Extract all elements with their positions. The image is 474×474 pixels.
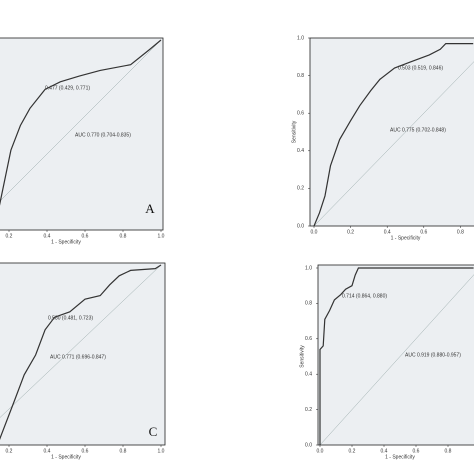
reference-diagonal bbox=[0, 39, 162, 202]
x-tick-label: 0.2 bbox=[6, 233, 13, 239]
x-tick-label: 0.4 bbox=[384, 229, 391, 235]
x-tick-label: 0.2 bbox=[6, 448, 13, 454]
x-tick-label: 0.8 bbox=[457, 229, 464, 235]
roc-curve bbox=[319, 267, 474, 445]
panel-letter: A bbox=[145, 201, 155, 216]
x-tick-label: 1.0 bbox=[158, 233, 165, 239]
y-tick-label: 1.0 bbox=[305, 265, 312, 271]
y-tick-label: 0.0 bbox=[297, 223, 304, 229]
y-tick-label: 0.4 bbox=[305, 372, 312, 378]
x-axis-title: 1 - Specificity bbox=[385, 454, 415, 460]
x-axis-title: 1 - Specificity bbox=[51, 239, 81, 245]
x-tick-label: 0.8 bbox=[120, 448, 127, 454]
x-tick-label: 0.0 bbox=[317, 448, 324, 454]
annotation: AUC 0.771 (0.696-0.847) bbox=[50, 354, 106, 360]
y-axis-title: Sensitivity bbox=[291, 120, 297, 143]
x-tick-label: 0.6 bbox=[413, 448, 420, 454]
x-tick-label: 0.4 bbox=[381, 448, 388, 454]
y-tick-label: 1.0 bbox=[297, 35, 304, 41]
roc-curve bbox=[0, 39, 162, 206]
roc-curve bbox=[313, 43, 474, 227]
annotation: 0.503 (0.519, 0.846) bbox=[398, 65, 443, 71]
reference-diagonal bbox=[0, 264, 162, 418]
x-axis-title: 1 - Specificity bbox=[391, 235, 421, 241]
annotation: AUC 0.919 (0.880-0.957) bbox=[405, 352, 461, 358]
reference-diagonal bbox=[319, 274, 474, 446]
plot-frame bbox=[0, 262, 166, 446]
y-tick-label: 0.6 bbox=[305, 336, 312, 342]
x-tick-label: 0.4 bbox=[44, 448, 51, 454]
x-axis-title: 1 - Specificity bbox=[51, 454, 81, 460]
plot-frame bbox=[0, 37, 164, 231]
y-tick-label: 0.4 bbox=[297, 148, 304, 154]
x-tick-label: 0.4 bbox=[44, 233, 51, 239]
x-tick-label: 0.2 bbox=[349, 448, 356, 454]
y-tick-label: 0.8 bbox=[305, 301, 312, 307]
x-tick-label: 0.6 bbox=[82, 233, 89, 239]
annotation: 0.714 (0.864, 0.880) bbox=[342, 293, 387, 299]
x-tick-label: 0.8 bbox=[120, 233, 127, 239]
annotation: AUC 0.775 (0.702-0.848) bbox=[390, 127, 446, 133]
roc-curve bbox=[0, 264, 162, 440]
annotation: AUC 0.770 (0.704-0.835) bbox=[75, 132, 131, 138]
annotation: 0.580 (0.481, 0.723) bbox=[48, 315, 93, 321]
y-tick-label: 0.2 bbox=[297, 186, 304, 192]
x-tick-label: 0.2 bbox=[347, 229, 354, 235]
y-tick-label: 0.0 bbox=[305, 442, 312, 448]
x-tick-label: 0.8 bbox=[445, 448, 452, 454]
x-tick-label: 1.0 bbox=[158, 448, 165, 454]
reference-diagonal bbox=[313, 61, 474, 227]
panel-letter: C bbox=[149, 424, 158, 439]
x-tick-label: 0.0 bbox=[311, 229, 318, 235]
x-tick-label: 0.6 bbox=[420, 229, 427, 235]
y-tick-label: 0.2 bbox=[305, 407, 312, 413]
plot-frame bbox=[317, 264, 474, 446]
y-axis-title: Sensitivity bbox=[299, 345, 305, 368]
x-tick-label: 0.6 bbox=[82, 448, 89, 454]
annotation: 0.477 (0.429, 0.771) bbox=[45, 85, 90, 91]
y-tick-label: 0.8 bbox=[297, 73, 304, 79]
y-tick-label: 0.6 bbox=[297, 111, 304, 117]
